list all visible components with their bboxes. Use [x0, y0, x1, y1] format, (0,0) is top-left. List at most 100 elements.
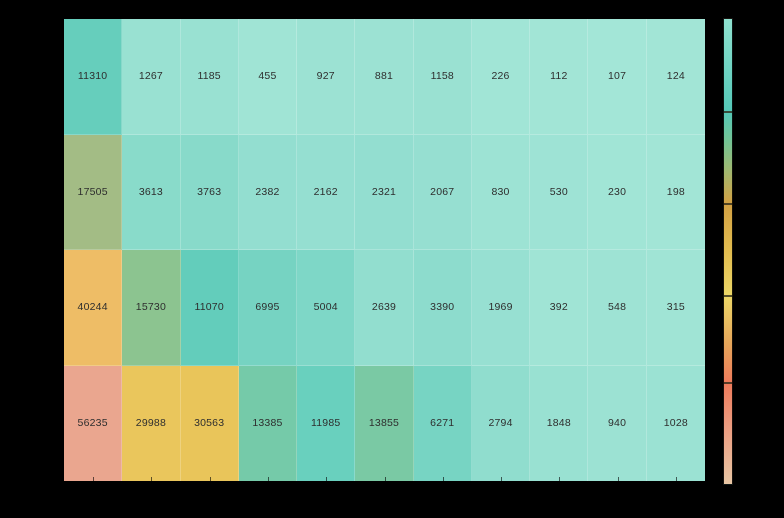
heatmap-cell: 6995 — [238, 250, 298, 366]
heatmap-cell: 881 — [355, 19, 414, 135]
heatmap-cell: 17505 — [64, 134, 123, 250]
x-tick — [267, 477, 269, 484]
heatmap-cell: 226 — [471, 19, 531, 135]
x-tick — [151, 477, 153, 484]
heatmap-cell: 2382 — [238, 134, 298, 250]
cell-value: 17505 — [77, 185, 108, 198]
cell-value: 1158 — [430, 70, 454, 82]
cell-value: 15730 — [135, 301, 166, 313]
x-tick — [209, 477, 211, 484]
cell-value: 3763 — [197, 185, 222, 198]
cell-value: 198 — [666, 185, 685, 198]
heatmap-cell: 6271 — [413, 365, 472, 481]
cell-value: 13385 — [252, 417, 283, 429]
heatmap-cell: 230 — [588, 134, 647, 250]
cell-value: 11310 — [77, 70, 108, 82]
colorbar-tick-line — [724, 110, 732, 113]
heatmap-cell: 11985 — [297, 365, 356, 481]
cell-value: 2639 — [371, 301, 397, 313]
heatmap-cell: 30563 — [180, 365, 239, 481]
colorbar-tick-line — [724, 381, 732, 384]
heatmap-cell: 1028 — [646, 365, 705, 481]
cell-value: 455 — [258, 70, 277, 82]
cell-value: 881 — [374, 70, 394, 82]
cell-value: 2382 — [255, 185, 280, 198]
heatmap-cell: 13855 — [355, 365, 414, 481]
x-tick — [442, 477, 444, 484]
cell-value: 1848 — [546, 417, 571, 429]
x-tick — [559, 477, 561, 484]
heatmap-cell: 1969 — [471, 250, 531, 366]
x-tick — [675, 477, 677, 484]
heatmap-cell: 830 — [471, 134, 531, 250]
cell-value: 2067 — [430, 185, 455, 198]
cell-value: 11070 — [194, 301, 224, 313]
x-tick — [501, 477, 503, 484]
cell-value: 230 — [608, 185, 627, 198]
heatmap-cell: 3390 — [413, 250, 472, 366]
cell-value: 927 — [316, 70, 335, 82]
heatmap-cell: 1185 — [180, 19, 239, 135]
heatmap-cell: 2639 — [355, 250, 414, 366]
cell-value: 2162 — [313, 185, 338, 198]
x-tick — [617, 477, 619, 484]
cell-value: 226 — [491, 70, 510, 82]
cell-value: 548 — [608, 301, 627, 313]
heatmap-cell: 13385 — [238, 365, 298, 481]
cell-value: 30563 — [194, 417, 225, 429]
cell-value: 3613 — [138, 185, 163, 198]
x-axis-ticks — [64, 477, 705, 484]
cell-value: 315 — [666, 301, 685, 313]
cell-value: 830 — [491, 185, 510, 198]
heatmap-cell: 29988 — [122, 365, 181, 481]
heatmap-cell: 198 — [646, 134, 705, 250]
cell-value: 3390 — [430, 301, 455, 313]
cell-value: 940 — [608, 417, 627, 429]
cell-value: 530 — [549, 185, 568, 198]
heatmap-cell: 392 — [530, 250, 589, 366]
cell-value: 29988 — [135, 417, 166, 429]
cell-value: 1267 — [138, 70, 163, 82]
cell-value: 124 — [666, 70, 685, 82]
cell-value: 2321 — [371, 185, 397, 198]
heatmap-cell: 2794 — [471, 365, 531, 481]
heatmap-cell: 11310 — [64, 19, 123, 135]
heatmap-cell: 11070 — [180, 250, 239, 366]
heatmap-cell: 315 — [646, 250, 705, 366]
heatmap-cell: 940 — [588, 365, 647, 481]
heatmap-cell: 15730 — [122, 250, 181, 366]
cell-value: 112 — [550, 70, 568, 82]
colorbar — [723, 18, 733, 485]
x-tick — [384, 477, 386, 484]
cell-value: 2794 — [488, 417, 513, 429]
colorbar-tick-line — [724, 295, 732, 298]
heatmap-cell: 927 — [297, 19, 356, 135]
cell-value: 40244 — [77, 301, 108, 313]
colorbar-tick-line — [724, 202, 732, 205]
cell-value: 11985 — [311, 417, 341, 429]
cell-value: 6995 — [255, 301, 280, 313]
heatmap-cell: 1158 — [413, 19, 472, 135]
heatmap-cell: 530 — [530, 134, 589, 250]
heatmap-cell: 2162 — [297, 134, 356, 250]
heatmap-cell: 1848 — [530, 365, 589, 481]
x-tick — [326, 477, 328, 484]
heatmap-cell: 56235 — [64, 365, 123, 481]
cell-value: 56235 — [77, 417, 108, 429]
heatmap-cell: 2067 — [413, 134, 472, 250]
heatmap-cell: 107 — [588, 19, 647, 135]
cell-value: 107 — [608, 70, 627, 82]
heatmap-cell: 3613 — [122, 134, 181, 250]
cell-value: 392 — [549, 301, 568, 313]
heatmap-cell: 5004 — [297, 250, 356, 366]
cell-value: 13855 — [368, 417, 400, 429]
cell-value: 1969 — [488, 301, 513, 313]
heatmap-cell: 112 — [530, 19, 589, 135]
heatmap-cell: 124 — [646, 19, 705, 135]
cell-value: 1185 — [197, 70, 221, 82]
heatmap-cell: 1267 — [122, 19, 181, 135]
heatmap: 11310 1267 1185 455 927 881 1158 226 112 107 124 17… — [64, 19, 705, 481]
heatmap-cell: 2321 — [355, 134, 414, 250]
heatmap-cell: 3763 — [180, 134, 239, 250]
heatmap-cell: 548 — [588, 250, 647, 366]
